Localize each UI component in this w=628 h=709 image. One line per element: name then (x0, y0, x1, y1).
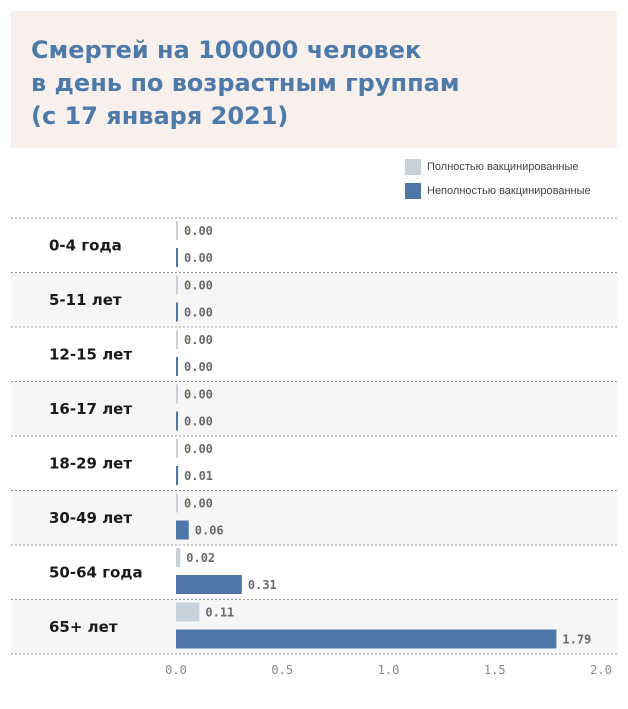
bar-partial-6 (176, 575, 242, 594)
category-label: 12-15 лет (49, 345, 132, 363)
value-label: 0.00 (184, 279, 213, 293)
bar-full-3 (176, 384, 178, 404)
legend-item-partial: Неполностью вакцинированные (405, 183, 591, 199)
chart-title-line-3: (с 17 января 2021) (31, 102, 289, 130)
value-label: 0.00 (184, 360, 213, 374)
chart-title-line-2: в день по возрастным группам (31, 69, 460, 97)
legend-swatch-full (405, 159, 421, 175)
category-label: 18-29 лет (49, 454, 132, 472)
legend-label-partial: Неполностью вакцинированные (427, 185, 591, 197)
x-tick-label: 0.0 (165, 663, 187, 677)
bar-partial-4 (176, 466, 179, 485)
bar-full-7 (176, 602, 200, 622)
bar-partial-5 (176, 520, 189, 540)
x-tick-label: 2.0 (590, 663, 612, 677)
x-tick-label: 1.5 (484, 663, 506, 677)
bar-partial-1 (176, 302, 178, 322)
category-label: 30-49 лет (49, 509, 132, 527)
value-label: 0.00 (184, 251, 213, 265)
category-label: 0-4 года (49, 236, 122, 254)
value-label: 0.00 (184, 415, 213, 429)
value-label: 0.01 (184, 469, 213, 483)
value-label: 0.06 (195, 524, 224, 538)
x-tick-label: 0.5 (271, 663, 293, 677)
value-label: 0.00 (184, 306, 213, 320)
value-label: 1.79 (562, 633, 591, 647)
chart-title-line-1: Смертей на 100000 человек (31, 36, 422, 64)
value-label: 0.00 (184, 388, 213, 402)
value-label: 0.00 (184, 224, 213, 238)
bar-full-2 (176, 330, 178, 349)
bar-full-6 (176, 548, 181, 567)
value-label: 0.02 (186, 551, 215, 565)
value-label: 0.31 (248, 578, 277, 592)
row-band (11, 490, 617, 545)
value-label: 0.11 (205, 606, 234, 620)
legend-item-full: Полностью вакцинированные (405, 159, 579, 175)
row-band (11, 381, 617, 436)
value-label: 0.00 (184, 497, 213, 511)
category-label: 16-17 лет (49, 400, 132, 418)
bar-full-1 (176, 275, 178, 295)
bar-partial-3 (176, 411, 178, 431)
value-label: 0.00 (184, 333, 213, 347)
bar-full-5 (176, 493, 178, 513)
value-label: 0.00 (184, 442, 213, 456)
bar-partial-0 (176, 248, 178, 267)
legend-label-full: Полностью вакцинированные (427, 161, 579, 173)
legend-swatch-partial (405, 183, 421, 199)
title-box: Смертей на 100000 человек в день по возр… (11, 11, 617, 148)
bar-full-0 (176, 221, 178, 240)
bar-partial-2 (176, 357, 178, 376)
category-label: 50-64 года (49, 563, 143, 581)
category-label: 65+ лет (49, 618, 118, 636)
category-label: 5-11 лет (49, 291, 122, 309)
bar-partial-7 (176, 629, 557, 649)
x-tick-label: 1.0 (378, 663, 400, 677)
row-band (11, 272, 617, 327)
bar-full-4 (176, 439, 178, 458)
